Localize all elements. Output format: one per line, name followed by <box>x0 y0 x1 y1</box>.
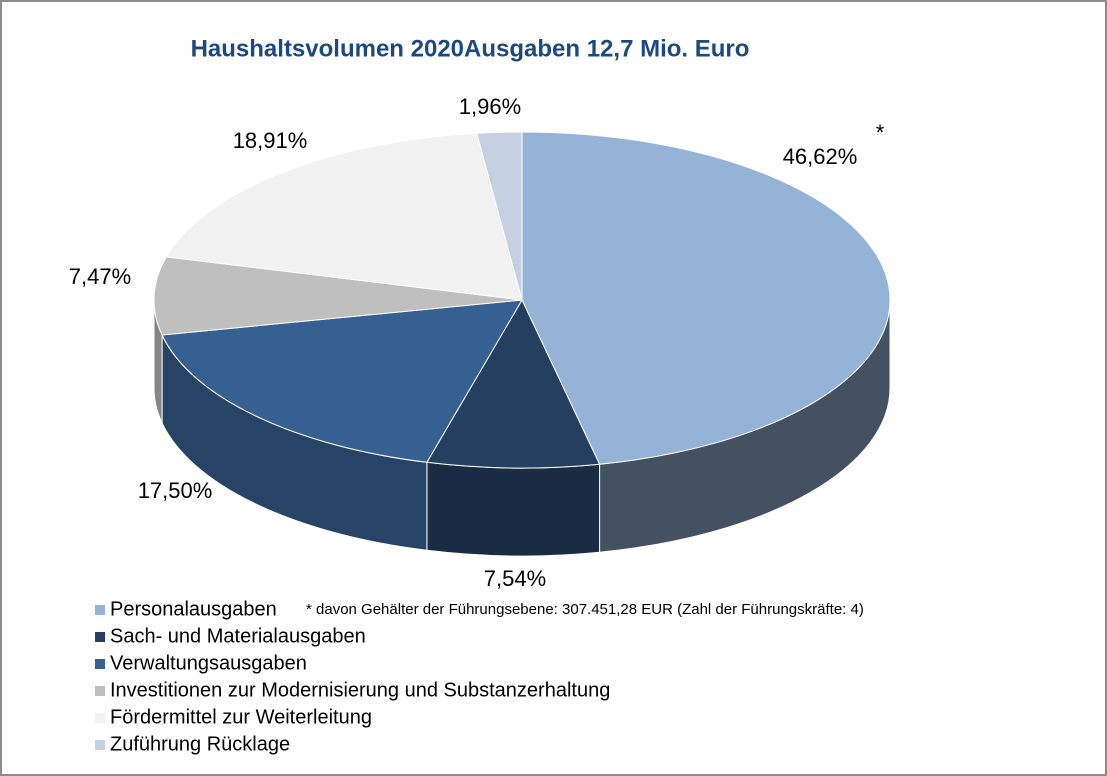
legend-label: Zuführung Rücklage <box>110 733 290 755</box>
legend-label: Sach- und Materialausgaben <box>110 625 366 647</box>
legend-marker <box>95 740 105 750</box>
data-label: 1,96% <box>459 94 521 119</box>
data-label: 46,62% <box>783 144 858 169</box>
pie-slice <box>161 299 523 463</box>
data-label: 7,54% <box>484 566 546 591</box>
legend-marker <box>95 659 105 669</box>
legend-label: Verwaltungsausgaben <box>110 652 307 674</box>
annotation: * <box>876 120 885 145</box>
data-label: 18,91% <box>233 128 308 153</box>
pie-slice-side <box>426 461 601 557</box>
legend-marker <box>95 686 105 696</box>
pie-slice <box>426 298 601 469</box>
legend-label: Personalausgaben <box>110 598 277 620</box>
pie-slice <box>521 131 891 465</box>
footnote: * davon Gehälter der Führungsebene: 307.… <box>306 601 864 618</box>
legend-marker <box>95 632 105 642</box>
pie-slice <box>153 256 523 336</box>
data-label: 7,47% <box>69 264 131 289</box>
legend-label: Fördermittel zur Weiterleitung <box>110 706 372 728</box>
legend-marker <box>95 713 105 723</box>
chart-title: Haushaltsvolumen 2020Ausgaben 12,7 Mio. … <box>191 35 750 62</box>
data-label: 17,50% <box>138 478 213 503</box>
legend-label: Investitionen zur Modernisierung und Sub… <box>110 679 610 701</box>
pie-slice <box>165 132 523 301</box>
pie-slice <box>476 131 523 301</box>
legend-marker <box>95 605 105 615</box>
